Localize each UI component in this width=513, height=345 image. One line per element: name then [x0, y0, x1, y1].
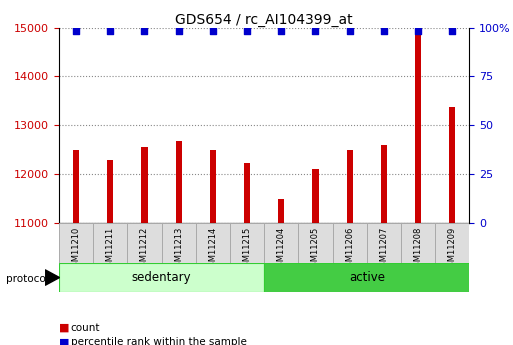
Bar [93, 223, 127, 264]
Bar [264, 223, 299, 264]
Point [414, 29, 422, 34]
Bar [107, 160, 113, 223]
Text: GSM11204: GSM11204 [277, 226, 286, 272]
Text: GSM11207: GSM11207 [380, 226, 388, 272]
Bar [59, 223, 93, 264]
Text: GSM11212: GSM11212 [140, 226, 149, 272]
Point [448, 29, 457, 34]
Text: GSM11205: GSM11205 [311, 226, 320, 272]
Point [380, 29, 388, 34]
Bar [175, 141, 182, 223]
Bar [415, 30, 421, 223]
Text: sedentary: sedentary [132, 271, 191, 284]
Text: GSM11209: GSM11209 [448, 226, 457, 272]
Bar [367, 223, 401, 264]
Bar [244, 162, 250, 223]
Point [243, 29, 251, 34]
Point [346, 29, 354, 34]
Bar [299, 223, 332, 264]
Bar [347, 150, 353, 223]
Bar [230, 223, 264, 264]
Text: GSM11210: GSM11210 [72, 226, 81, 272]
Point [106, 29, 114, 34]
Bar [332, 223, 367, 264]
Point [311, 29, 320, 34]
Bar [381, 145, 387, 223]
Text: GSM11213: GSM11213 [174, 226, 183, 272]
Text: GSM11206: GSM11206 [345, 226, 354, 272]
Text: ■: ■ [59, 323, 69, 333]
Bar [264, 263, 469, 292]
Point [141, 29, 149, 34]
Title: GDS654 / rc_AI104399_at: GDS654 / rc_AI104399_at [175, 12, 353, 27]
Bar [196, 223, 230, 264]
Text: GSM11211: GSM11211 [106, 226, 115, 272]
Point [72, 29, 80, 34]
Text: active: active [349, 271, 385, 284]
Bar [59, 263, 264, 292]
Point [277, 29, 285, 34]
Text: ■: ■ [59, 337, 69, 345]
Text: count: count [71, 323, 101, 333]
Bar [73, 150, 79, 223]
Bar [210, 150, 216, 223]
Point [209, 29, 217, 34]
Text: protocol: protocol [6, 274, 49, 284]
Bar [312, 169, 319, 223]
Bar [127, 223, 162, 264]
Bar [401, 223, 435, 264]
Point [174, 29, 183, 34]
Text: percentile rank within the sample: percentile rank within the sample [71, 337, 247, 345]
Bar [278, 199, 284, 223]
Bar [435, 223, 469, 264]
Text: GSM11208: GSM11208 [413, 226, 423, 272]
Bar [162, 223, 196, 264]
Bar [449, 107, 456, 223]
Text: GSM11215: GSM11215 [243, 226, 251, 272]
Polygon shape [45, 270, 60, 285]
Bar [142, 147, 148, 223]
Text: GSM11214: GSM11214 [208, 226, 218, 272]
